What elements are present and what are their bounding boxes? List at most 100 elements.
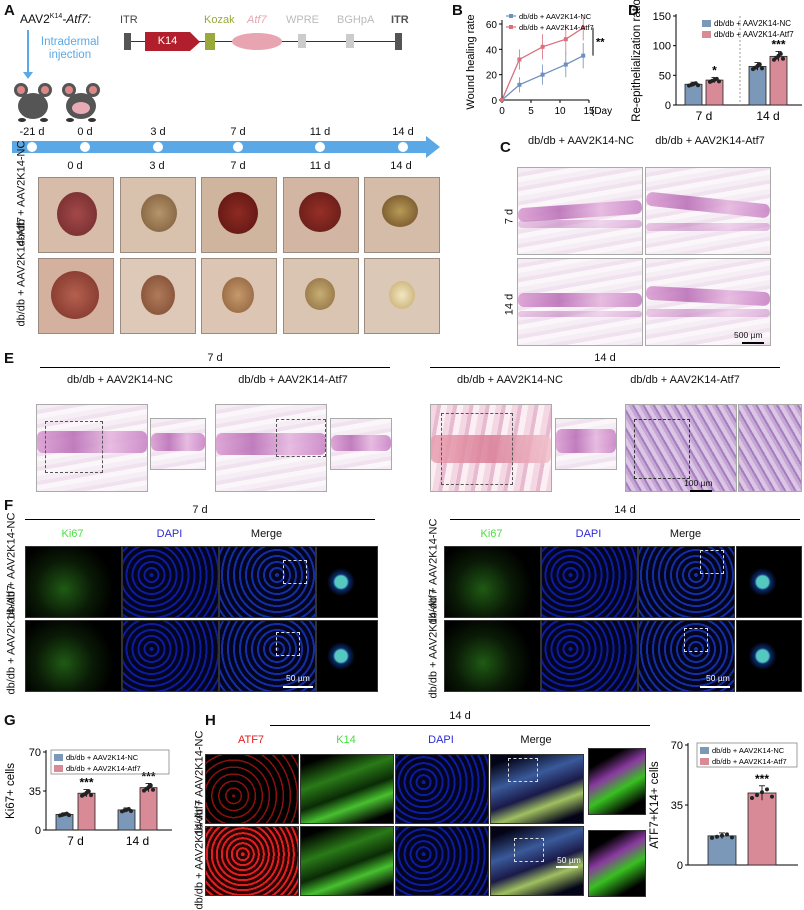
legend-swatch: [54, 765, 63, 772]
ki67-fluorescence-image: [444, 620, 541, 692]
zoom-region-box: [700, 550, 724, 574]
y-tick-label: 70: [29, 747, 41, 759]
y-tick-label: 40: [486, 45, 498, 56]
legend-label: db/db + AAV2K14-NC: [66, 753, 139, 762]
zoom-region-box: [276, 632, 300, 656]
legend-box: [696, 742, 798, 768]
data-point: [581, 53, 586, 58]
e-col-header: db/db + AAV2K14-Atf7: [630, 374, 740, 386]
y-tick-label: 50: [659, 70, 671, 82]
f-group-line: [450, 519, 800, 520]
legend-marker: [509, 14, 513, 18]
c-col-header: db/db + AAV2K14-NC: [528, 135, 634, 147]
wound-photo: [120, 177, 196, 253]
legend-label: db/db + AAV2K14-NC: [519, 12, 592, 21]
wpre-block: [298, 34, 306, 48]
data-dot: [720, 833, 724, 838]
bar: [707, 835, 737, 866]
kozak-block: [205, 33, 215, 50]
f-channel-label: Ki67: [61, 528, 84, 540]
data-dot: [765, 787, 769, 792]
row-label-atf7: db/db + AAV2K14-Atf7: [15, 216, 28, 327]
y-axis-label: Wound healing rate: [465, 14, 477, 109]
zoom-region-box: [508, 758, 538, 782]
f-scale-bar: [283, 686, 313, 688]
x-tick-label: 15: [583, 106, 595, 117]
k14-fluorescence-image: [300, 826, 394, 896]
wpre-label: WPRE: [286, 14, 319, 26]
he-zoom-image: [738, 404, 802, 492]
f-channel-label: DAPI: [156, 528, 183, 540]
h-channel-label: ATF7: [237, 734, 265, 746]
merge-fluorescence-image: [638, 620, 735, 692]
he-histology-image: [625, 404, 737, 492]
bar: [77, 792, 96, 831]
wound-photo: [201, 177, 277, 253]
f-channel-label: DAPI: [575, 528, 602, 540]
legend-label: db/db + AAV2K14-Atf7: [712, 757, 787, 766]
panel-label-d: D: [628, 2, 639, 19]
h-channel-label: Merge: [520, 734, 552, 746]
he-zoom-image: [555, 418, 617, 470]
f-scale-label: 50 µm: [706, 673, 730, 683]
data-dot: [755, 793, 759, 798]
timeline-point: [153, 142, 163, 152]
k14-fluorescence-image: [300, 754, 394, 824]
x-tick-label: 10: [554, 106, 566, 117]
zoom-region-box: [684, 628, 708, 652]
data-point: [517, 57, 522, 62]
y-tick-label: 0: [35, 825, 41, 837]
dapi-fluorescence-image: [541, 546, 638, 618]
bar: [747, 792, 777, 866]
e-col-header: db/db + AAV2K14-Atf7: [238, 374, 348, 386]
e-day-label: 14 d: [594, 352, 616, 364]
legend-label: db/db + AAV2K14-Atf7: [714, 30, 794, 39]
ki67-fluorescence-image: [25, 620, 122, 692]
he-histology-image: [36, 404, 148, 492]
f-day-label: 14 d: [614, 504, 636, 516]
data-dot: [760, 790, 764, 795]
timeline-day-label: 3 d: [150, 126, 166, 138]
zoom-region-box: [283, 560, 307, 584]
legend-swatch: [702, 31, 711, 38]
legend-label: db/db + AAV2K14-Atf7: [66, 764, 141, 773]
h-group-line: [270, 725, 650, 726]
photo-day-label: 7 d: [230, 160, 246, 172]
dapi-fluorescence-image: [541, 620, 638, 692]
data-dot: [760, 66, 764, 71]
data-dot: [770, 794, 774, 799]
wound-photo: [364, 258, 440, 334]
atf7-fluorescence-image: [205, 754, 299, 824]
bar: [117, 809, 136, 831]
data-dot: [781, 56, 785, 61]
legend-swatch: [700, 747, 709, 754]
chart-d: 0 50 100 150 Re-epithelialization ratio * 7 d *…: [631, 0, 802, 123]
itr-right-block: [395, 33, 402, 50]
f-group-line: [25, 519, 375, 520]
mouse-icon-after: [62, 83, 100, 122]
panel-label-a: A: [4, 2, 15, 19]
wound-photo: [38, 258, 114, 334]
data-point: [517, 82, 522, 87]
wound-photo: [283, 177, 359, 253]
timeline-day-label: 0 d: [77, 126, 93, 138]
bar: [684, 83, 703, 106]
he-histology-image: [645, 167, 771, 255]
e-col-header: db/db + AAV2K14-NC: [457, 374, 563, 386]
x-tick-label: 0: [499, 106, 505, 117]
x-tick-label: 7 d: [67, 834, 84, 848]
f-scale-bar: [700, 686, 730, 688]
significance-label: ***: [141, 769, 155, 783]
chart-g: 0 35 70 Ki67+ cells *** 7 d *** 14 d db/db + AAV…: [5, 747, 172, 848]
x-tick-label: 5: [528, 106, 534, 117]
merge-fluorescence-image: [219, 546, 316, 618]
construct-title-gene: -Atf7:: [62, 12, 91, 26]
e-group-line: [430, 367, 780, 368]
x-axis-label: (Day): [591, 106, 612, 117]
y-tick-label: 70: [671, 740, 683, 752]
c-scale-bar: [742, 342, 764, 344]
kozak-label: Kozak: [204, 14, 235, 26]
wound-photo: [38, 177, 114, 253]
he-histology-image: [645, 258, 771, 346]
data-dot: [67, 813, 71, 818]
